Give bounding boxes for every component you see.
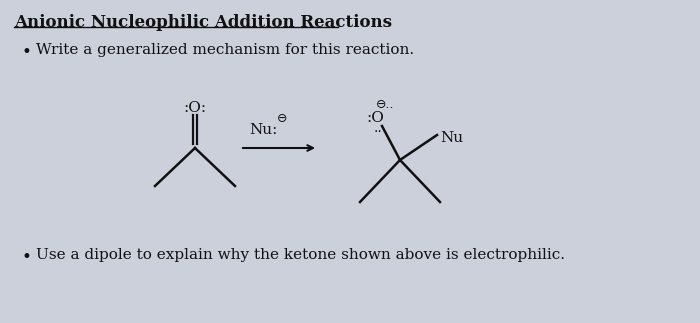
Text: Write a generalized mechanism for this reaction.: Write a generalized mechanism for this r… (36, 43, 414, 57)
Text: ..: .. (374, 121, 382, 135)
Text: :O: :O (366, 111, 384, 125)
Text: Use a dipole to explain why the ketone shown above is electrophilic.: Use a dipole to explain why the ketone s… (36, 248, 565, 262)
Text: Nu: Nu (440, 131, 463, 145)
Text: :O:: :O: (183, 101, 206, 115)
Text: •: • (22, 248, 32, 266)
Text: ⊖: ⊖ (276, 111, 287, 124)
Text: Nu:: Nu: (248, 123, 277, 137)
Text: •: • (22, 43, 32, 61)
Text: ⊖..: ⊖.. (376, 99, 394, 111)
Text: Anionic Nucleophilic Addition Reactions: Anionic Nucleophilic Addition Reactions (14, 14, 392, 31)
